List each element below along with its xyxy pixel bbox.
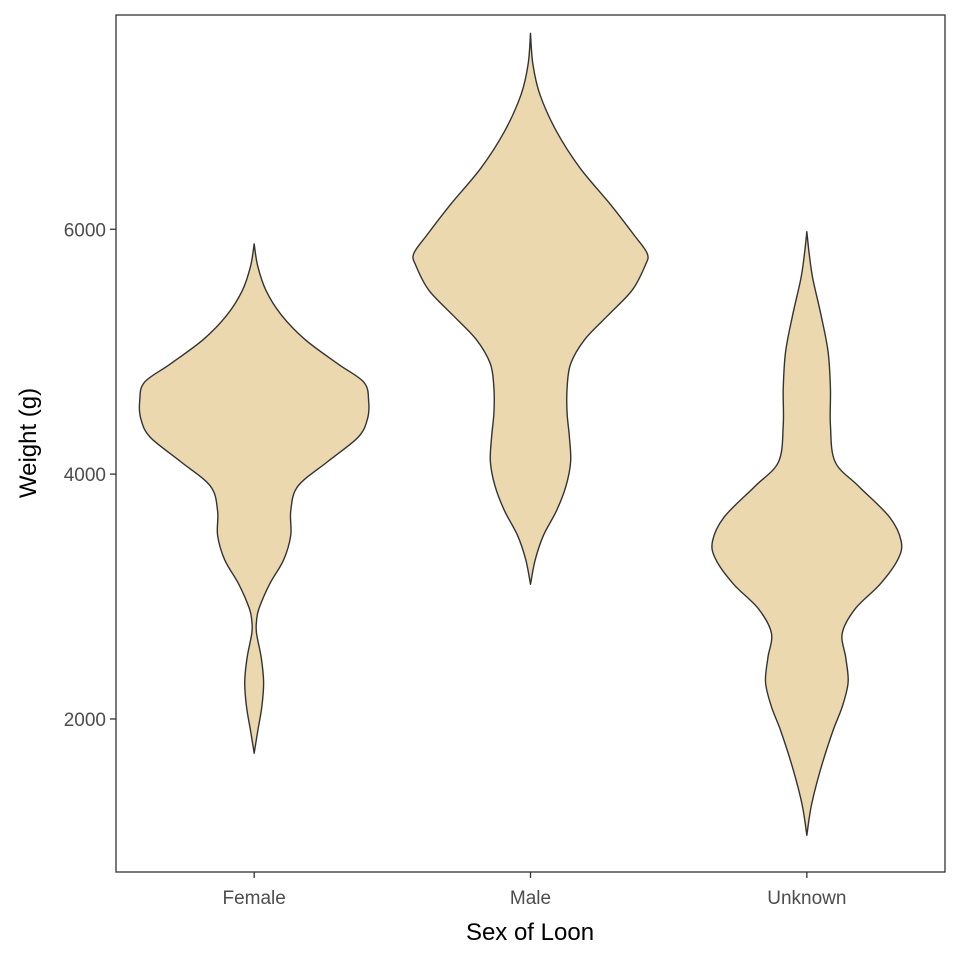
violin-female (138, 243, 370, 754)
y-tick-label: 4000 (64, 465, 106, 486)
y-axis: 2000 4000 6000 (64, 220, 116, 731)
x-axis: Female Male Unknown (222, 872, 846, 909)
y-tick-label: 6000 (64, 220, 106, 241)
x-tick-label-unknown: Unknown (767, 888, 846, 909)
y-tick-label: 2000 (64, 710, 106, 731)
violin-unknown (711, 231, 903, 836)
violin-male (412, 32, 649, 585)
y-axis-title: Weight (g) (15, 388, 42, 498)
x-tick-label-male: Male (510, 888, 551, 909)
violins-layer (138, 32, 903, 836)
x-axis-title: Sex of Loon (466, 919, 594, 946)
x-tick-label-female: Female (222, 888, 285, 909)
